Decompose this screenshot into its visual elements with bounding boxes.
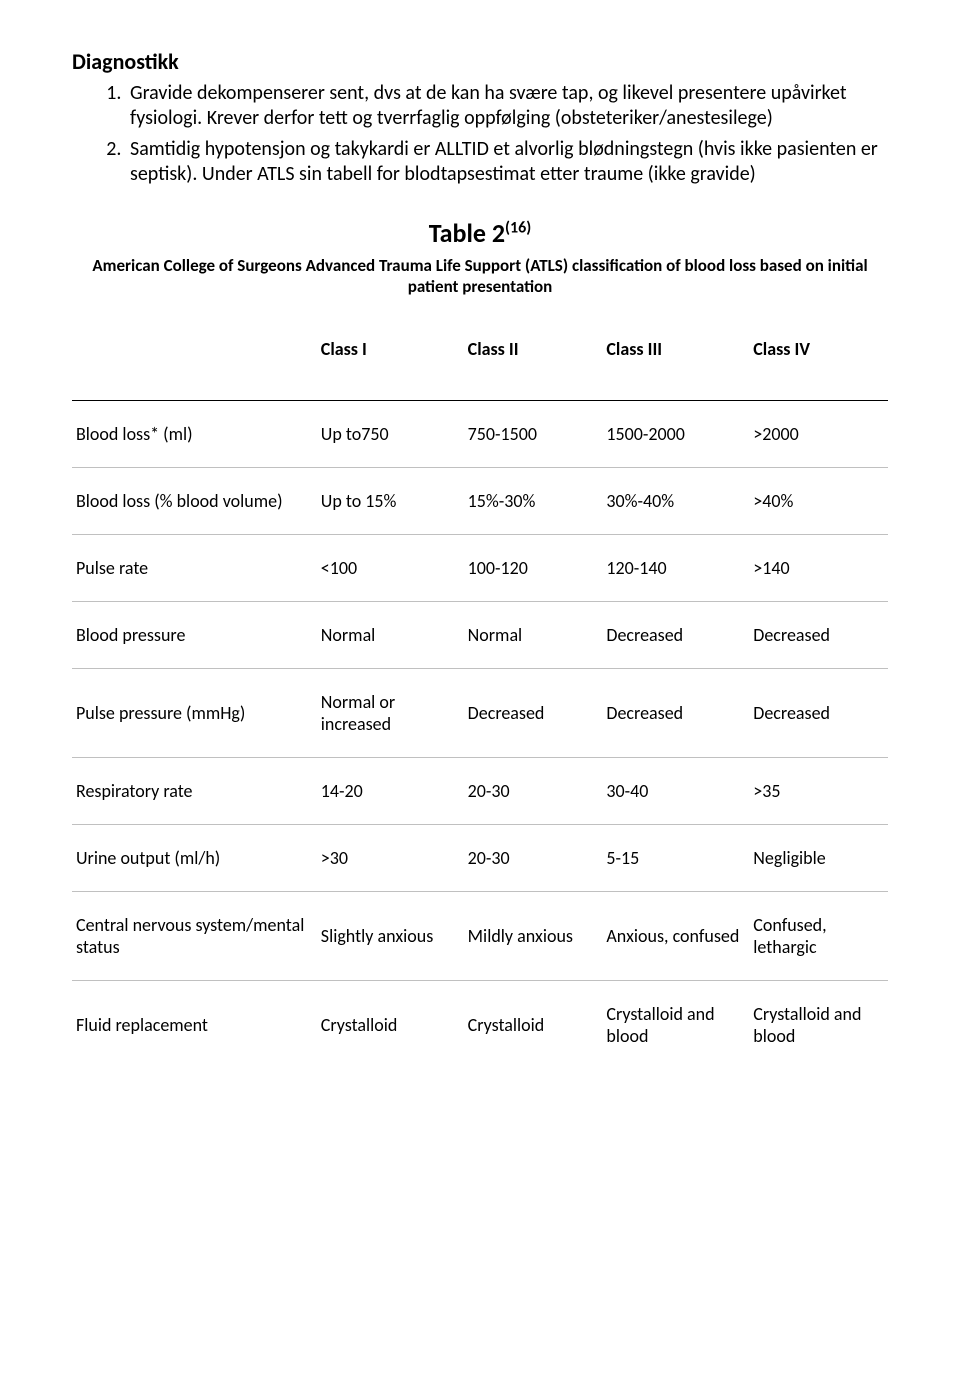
cell: 120-140 — [602, 534, 749, 601]
numbered-list: Gravide dekompenserer sent, dvs at de ka… — [72, 81, 888, 187]
col-header: Class I — [317, 328, 464, 401]
table-header-row: Class I Class II Class III Class IV — [72, 328, 888, 401]
cell: <100 — [317, 534, 464, 601]
table-title-sup: (16) — [505, 218, 531, 237]
list-item: Gravide dekompenserer sent, dvs at de ka… — [126, 81, 888, 131]
cell: 30%-40% — [602, 467, 749, 534]
cell: Slightly anxious — [317, 891, 464, 980]
section-heading: Diagnostikk — [72, 48, 888, 75]
table-row: Urine output (ml/h) >30 20-30 5-15 Negli… — [72, 824, 888, 891]
cell: Normal or increased — [317, 668, 464, 757]
cell: Decreased — [602, 668, 749, 757]
row-label: Respiratory rate — [72, 757, 317, 824]
atls-table: Class I Class II Class III Class IV Bloo… — [72, 328, 888, 1069]
cell: 30-40 — [602, 757, 749, 824]
cell: >30 — [317, 824, 464, 891]
table-row: Blood loss* (ml) Up to750 750-1500 1500-… — [72, 400, 888, 467]
cell: 5-15 — [602, 824, 749, 891]
cell: Decreased — [602, 601, 749, 668]
table-row: Pulse rate <100 100-120 120-140 >140 — [72, 534, 888, 601]
row-label: Blood loss* (ml) — [72, 400, 317, 467]
list-item: Samtidig hypotensjon og takykardi er ALL… — [126, 137, 888, 187]
col-header — [72, 328, 317, 401]
row-label: Central nervous system/mental status — [72, 891, 317, 980]
col-header: Class III — [602, 328, 749, 401]
table-row: Central nervous system/mental status Sli… — [72, 891, 888, 980]
row-label: Pulse rate — [72, 534, 317, 601]
cell: >40% — [749, 467, 888, 534]
cell: >35 — [749, 757, 888, 824]
cell: Normal — [464, 601, 603, 668]
cell: Up to750 — [317, 400, 464, 467]
col-header: Class II — [464, 328, 603, 401]
row-label: Urine output (ml/h) — [72, 824, 317, 891]
cell: Mildly anxious — [464, 891, 603, 980]
cell: Decreased — [749, 668, 888, 757]
cell: Anxious, confused — [602, 891, 749, 980]
row-label: Fluid replacement — [72, 980, 317, 1069]
cell: Crystalloid — [317, 980, 464, 1069]
cell: 20-30 — [464, 757, 603, 824]
table-row: Blood pressure Normal Normal Decreased D… — [72, 601, 888, 668]
cell: Normal — [317, 601, 464, 668]
cell: 100-120 — [464, 534, 603, 601]
cell: >2000 — [749, 400, 888, 467]
table-row: Respiratory rate 14-20 20-30 30-40 >35 — [72, 757, 888, 824]
cell: Crystalloid — [464, 980, 603, 1069]
table-title: Table 2(16) — [72, 217, 888, 249]
table-row: Fluid replacement Crystalloid Crystalloi… — [72, 980, 888, 1069]
cell: 1500-2000 — [602, 400, 749, 467]
row-label: Pulse pressure (mmHg) — [72, 668, 317, 757]
cell: Confused, lethargic — [749, 891, 888, 980]
cell: Crystalloid and blood — [602, 980, 749, 1069]
table-subtitle: American College of Surgeons Advanced Tr… — [90, 255, 870, 298]
cell: Decreased — [749, 601, 888, 668]
row-label: Blood loss (% blood volume) — [72, 467, 317, 534]
cell: Negligible — [749, 824, 888, 891]
table-row: Pulse pressure (mmHg) Normal or increase… — [72, 668, 888, 757]
cell: 14-20 — [317, 757, 464, 824]
cell: Decreased — [464, 668, 603, 757]
cell: Crystalloid and blood — [749, 980, 888, 1069]
cell: Up to 15% — [317, 467, 464, 534]
row-label: Blood pressure — [72, 601, 317, 668]
cell: 15%-30% — [464, 467, 603, 534]
table-row: Blood loss (% blood volume) Up to 15% 15… — [72, 467, 888, 534]
cell: 20-30 — [464, 824, 603, 891]
col-header: Class IV — [749, 328, 888, 401]
table-title-main: Table 2 — [429, 217, 505, 249]
cell: 750-1500 — [464, 400, 603, 467]
cell: >140 — [749, 534, 888, 601]
